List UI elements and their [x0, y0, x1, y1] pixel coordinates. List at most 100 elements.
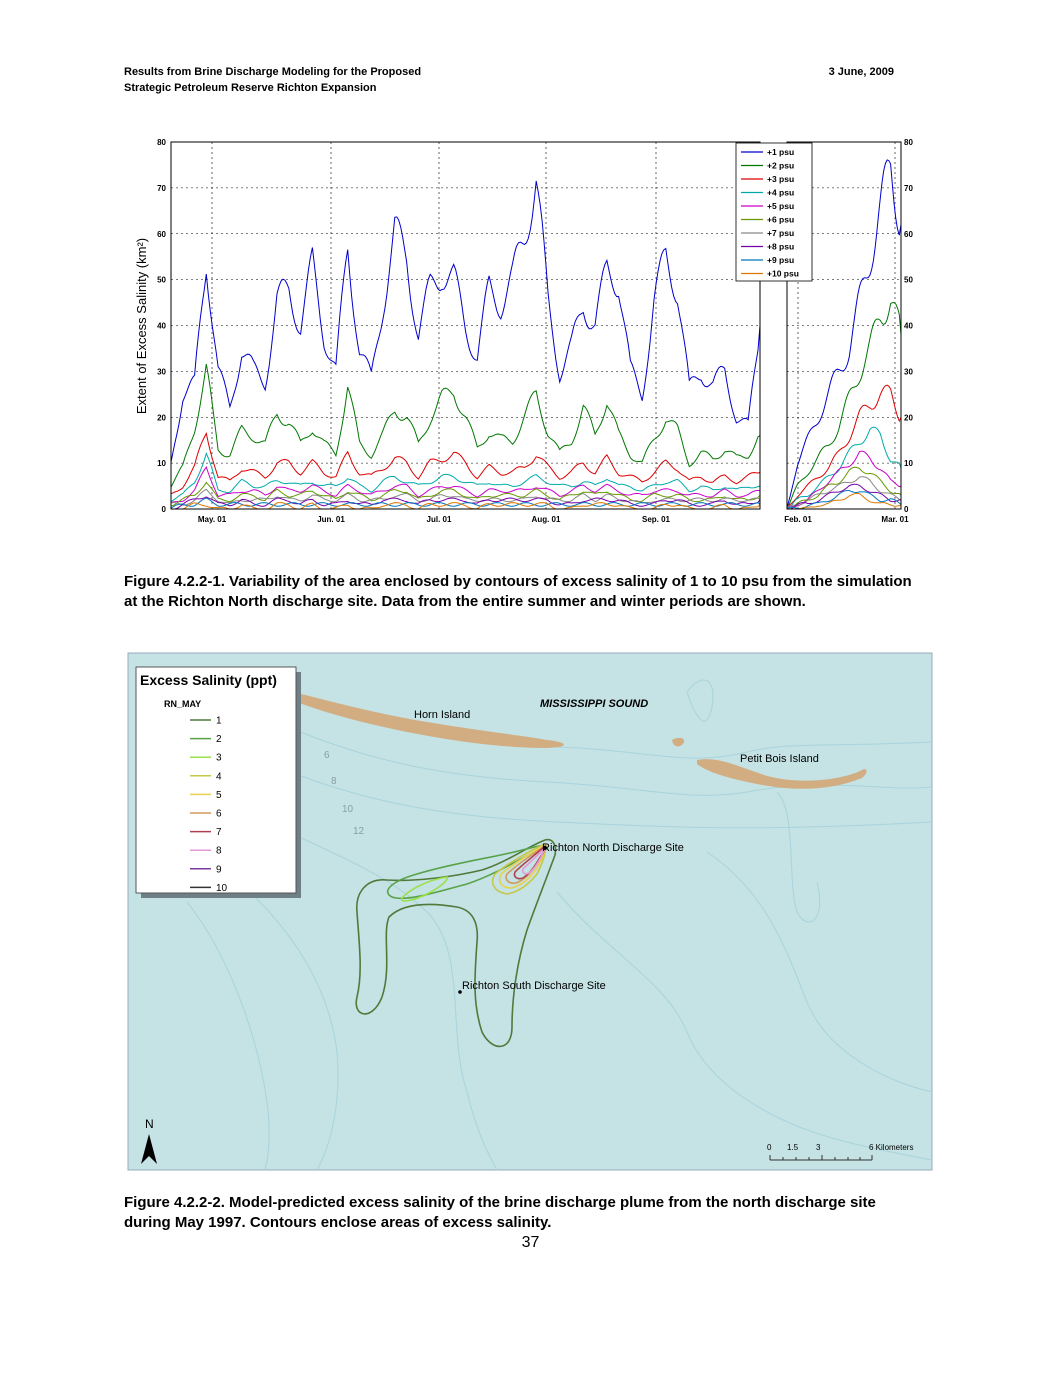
chart-series-lines [170, 159, 902, 510]
series-line-8 [787, 483, 902, 510]
chart-ticks: 0 0 10 10 20 20 30 30 40 40 50 50 60 60 70 70 80 80 May. 0… [157, 138, 913, 524]
legend-item-label: 1 [216, 716, 222, 727]
y-tick-label-right: 10 [904, 459, 913, 468]
horn-island [292, 692, 564, 748]
legend-items: 1 2 3 4 5 6 7 8 9 10 [190, 716, 228, 894]
north-arrow-icon: N [141, 1117, 157, 1164]
richton-north-site-marker [543, 846, 547, 850]
y-tick-label-left: 50 [157, 276, 166, 285]
series-line-5 [170, 466, 761, 504]
plume-contour-3 [400, 876, 448, 902]
richton-north-label: Richton North Discharge Site [542, 842, 684, 854]
legend-item-label: 5 [216, 790, 222, 801]
y-tick-label-left: 20 [157, 413, 166, 422]
richton-south-label: Richton South Discharge Site [462, 980, 606, 992]
depth-labels: 6 8 10 12 [324, 750, 365, 837]
x-tick-label: Sep. 01 [642, 515, 671, 524]
series-line-5 [786, 450, 902, 508]
series-line-6 [170, 481, 761, 507]
y-tick-label-right: 60 [904, 230, 913, 239]
legend-label: +8 psu [767, 242, 794, 252]
legend-label: +1 psu [767, 147, 794, 157]
legend-subtitle: RN_MAY [164, 699, 201, 709]
plume-contour-5 [498, 843, 547, 889]
map-legend: Excess Salinity (ppt) RN_MAY 1 2 3 4 5 6 7 8 9 10 [135, 666, 301, 898]
plume-contour-1 [355, 838, 557, 1048]
bathymetry-contour [216, 861, 339, 1171]
bathymetry-contour [266, 761, 933, 829]
y-tick-label-right: 70 [904, 184, 913, 193]
scale-label: 0 [767, 1143, 772, 1152]
plume-contour-4 [491, 842, 547, 895]
summer-panel-frame [170, 141, 761, 510]
mississippi-sound-label: MISSISSIPPI SOUND [540, 698, 648, 710]
series-line-7 [170, 488, 761, 506]
x-tick-label: May. 01 [198, 515, 227, 524]
figure1-caption: Figure 4.2.2-1. Variability of the area … [124, 573, 912, 610]
winter-panel-frame [786, 141, 902, 510]
bathymetry-contour [686, 679, 714, 722]
legend-label: +4 psu [767, 188, 794, 198]
series-line-7 [786, 476, 902, 508]
bathymetry-contour [186, 901, 270, 1171]
plume-contour-8 [522, 847, 546, 875]
x-tick-label: Aug. 01 [532, 515, 561, 524]
bathymetry-contour [556, 891, 933, 1161]
y-tick-label-left: 40 [157, 322, 166, 331]
petit-bois-island-label: Petit Bois Island [740, 753, 819, 765]
y-tick-label-left: 10 [157, 459, 166, 468]
north-arrow-shape [141, 1134, 157, 1164]
bathymetry-contour [276, 721, 933, 796]
salinity-plume-contours [355, 838, 557, 1048]
scale-label: 1.5 [787, 1143, 799, 1152]
scale-bar-line [769, 1155, 873, 1161]
legend-label: +7 psu [767, 228, 794, 238]
richton-south-site-marker [458, 990, 462, 994]
y-tick-label-left: 60 [157, 230, 166, 239]
y-tick-label-left: 80 [157, 138, 166, 147]
legend-label: +3 psu [767, 174, 794, 184]
petit-bois-island [697, 759, 867, 789]
legend-item-label: 2 [216, 734, 222, 745]
bathymetry-contour [246, 811, 498, 1171]
legend-label: +5 psu [767, 201, 794, 211]
bathymetry-contour [706, 851, 933, 1093]
header-date: 3 June, 2009 [828, 66, 894, 78]
y-tick-label-right: 20 [904, 413, 913, 422]
y-tick-label-right: 0 [904, 505, 909, 514]
series-line-1 [786, 159, 902, 509]
series-line-3 [170, 432, 761, 495]
bathymetry-contours [186, 679, 933, 1171]
legend-item-label: 6 [216, 809, 222, 820]
salinity-extent-chart: 0 0 10 10 20 20 30 30 40 40 50 50 60 60 70 70 80 80 May. 0… [134, 138, 913, 524]
y-tick-label-right: 50 [904, 276, 913, 285]
x-tick-label: Jun. 01 [317, 515, 345, 524]
legend-item-label: 8 [216, 846, 222, 857]
series-line-10 [787, 492, 902, 510]
chart-legend: +1 psu +2 psu +3 psu +4 psu +5 psu +6 psu +7 p… [735, 142, 813, 282]
series-line-6 [787, 466, 902, 510]
series-line-4 [170, 452, 761, 503]
y-tick-label-left: 0 [162, 505, 167, 514]
horn-island-east [672, 737, 685, 747]
legend-label: +6 psu [767, 215, 794, 225]
legend-item-label: 9 [216, 864, 222, 875]
figure2-caption: Figure 4.2.2-2. Model-predicted excess s… [124, 1194, 876, 1231]
series-line-2 [786, 301, 902, 510]
legend-item-label: 7 [216, 827, 222, 838]
x-tick-label: Jul. 01 [427, 515, 452, 524]
scale-label: 3 [816, 1143, 821, 1152]
y-tick-label-left: 30 [157, 367, 166, 376]
y-axis-label: Extent of Excess Salinity (km²) [134, 238, 149, 414]
legend-item-label: 4 [216, 771, 222, 782]
x-tick-label: Feb. 01 [784, 515, 812, 524]
legend-item-label: 10 [216, 883, 228, 894]
depth-label: 10 [342, 804, 354, 815]
y-tick-label-right: 30 [904, 367, 913, 376]
series-line-1 [170, 180, 761, 463]
page-number: 37 [521, 1234, 540, 1251]
scale-bar: 0 1.5 3 6 Kilometers [767, 1143, 913, 1161]
north-arrow-label: N [145, 1117, 154, 1131]
y-tick-label-right: 80 [904, 138, 913, 147]
x-tick-label: Mar. 01 [881, 515, 909, 524]
